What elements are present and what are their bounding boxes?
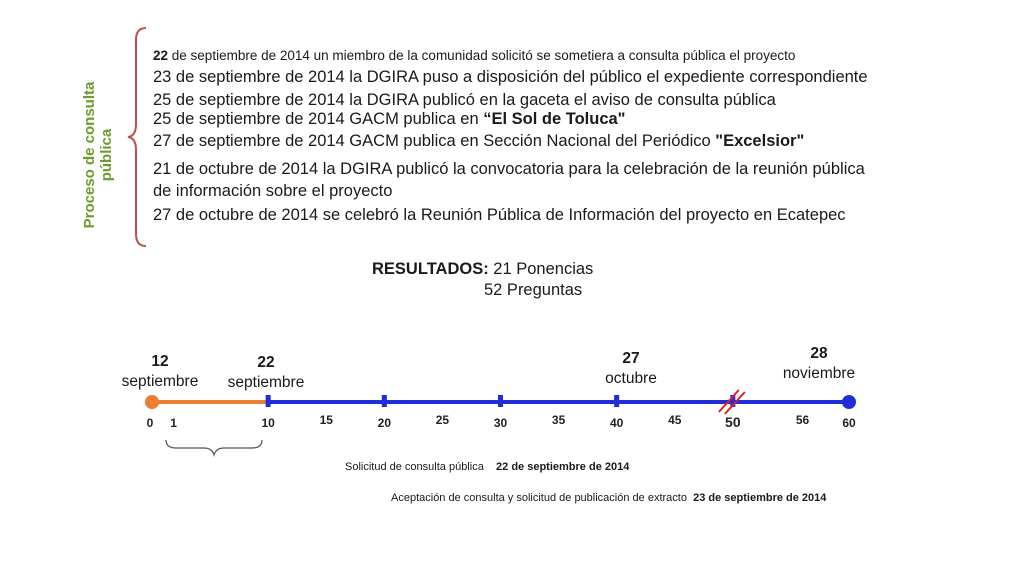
event-line: 25 de septiembre de 2014 GACM publica en… (153, 110, 626, 128)
range-brace-icon (165, 439, 263, 458)
timeline-tick-label: 20 (378, 416, 392, 430)
timeline-tick-label: 60 (842, 416, 856, 430)
timeline-tick (381, 395, 387, 407)
timeline-tick-label: 15 (320, 413, 334, 427)
timeline-tick-label: 40 (610, 416, 624, 430)
timeline-tick (614, 395, 620, 407)
timeline-start-dot (145, 395, 159, 409)
timeline-tick-label: 50 (725, 414, 741, 430)
mark-month: septiembre (227, 374, 305, 391)
mark-day: 12 (151, 353, 169, 370)
footnote-solicitud: Solicitud de consulta pública 22 de sept… (345, 461, 630, 473)
footnote-aceptacion: Aceptación de consulta y solicitud de pu… (391, 492, 827, 504)
event-line: 22 de septiembre de 2014 un miembro de l… (153, 48, 796, 63)
results-preguntas: 52 Preguntas (484, 281, 583, 299)
mark-month: noviembre (782, 365, 856, 382)
break-mark (724, 391, 746, 415)
event-line: 21 de octubre de 2014 la DGIRA publicó l… (153, 160, 865, 178)
mark-day: 22 (257, 354, 275, 371)
timeline-tick-label: 25 (436, 413, 450, 427)
timeline-mark-label: 28 noviembre (764, 344, 874, 384)
mark-day: 28 (810, 345, 828, 362)
timeline-mark-label: 22 septiembre (211, 353, 321, 393)
timeline-tick (730, 395, 736, 407)
timeline-tick-label: 1 (170, 416, 177, 430)
event-line: 23 de septiembre de 2014 la DGIRA puso a… (153, 68, 868, 86)
mark-month: octubre (605, 370, 657, 387)
timeline-tick-label: 45 (668, 413, 682, 427)
event-line: 25 de septiembre de 2014 la DGIRA public… (153, 91, 776, 109)
timeline-tick-label: 56 (796, 413, 810, 427)
event-line: 27 de octubre de 2014 se celebró la Reun… (153, 206, 846, 224)
timeline-tick-label: 30 (494, 416, 508, 430)
results-block: RESULTADOS: 21 Ponencias 52 Preguntas (372, 259, 593, 301)
break-mark (718, 389, 740, 413)
results-ponencias: 21 Ponencias (488, 260, 594, 278)
mark-day: 27 (622, 350, 640, 367)
results-label: RESULTADOS: (372, 260, 489, 278)
timeline-tick-label: 0 (147, 416, 154, 430)
mark-month: septiembre (121, 373, 199, 390)
curly-brace-icon (127, 27, 147, 247)
timeline-tick-label: 10 (261, 416, 275, 430)
event-line: de información sobre el proyecto (153, 182, 393, 200)
timeline-end-dot (842, 395, 856, 409)
timeline-tick (498, 395, 503, 407)
timeline-tick-label: 35 (552, 413, 566, 427)
event-line: 27 de septiembre de 2014 GACM publica en… (153, 132, 805, 150)
timeline-mark-label: 27 octubre (576, 349, 686, 389)
timeline-mark-label: 12 septiembre (105, 352, 215, 392)
timeline-tick (265, 395, 271, 407)
